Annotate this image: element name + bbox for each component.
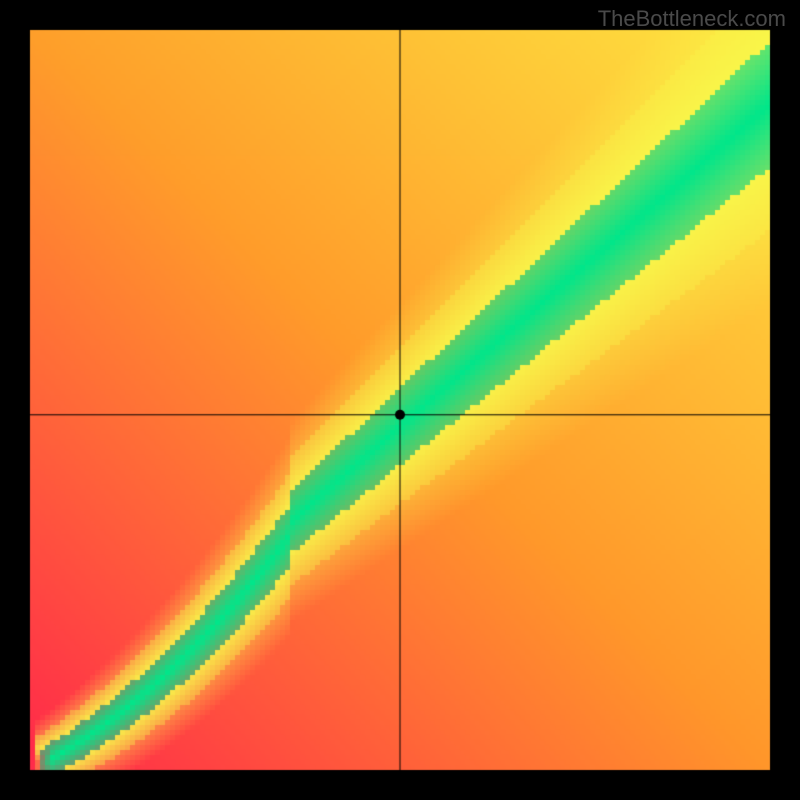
attribution-text: TheBottleneck.com — [598, 6, 786, 32]
heatmap-canvas — [0, 0, 800, 800]
chart-container: TheBottleneck.com — [0, 0, 800, 800]
